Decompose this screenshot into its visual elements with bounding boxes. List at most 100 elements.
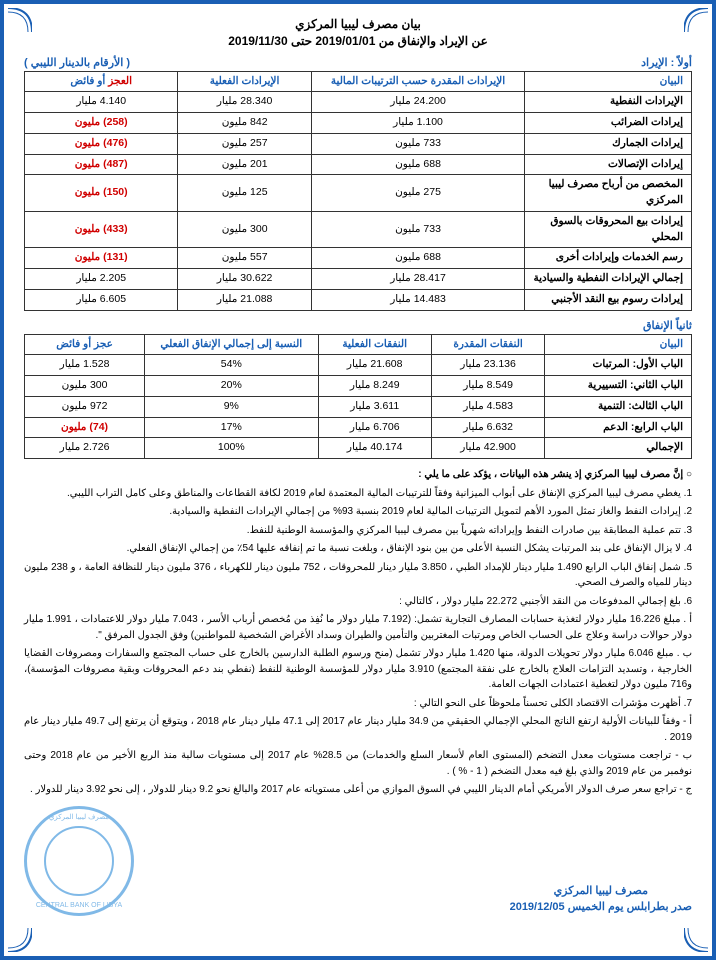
table-row: إيرادات الضرائب1.100 مليار842 مليون(258)… [25, 113, 692, 134]
revenue-table: البيانالإيرادات المقدرة حسب الترتيبات ال… [24, 71, 692, 311]
table-header: النفقات المقدرة [431, 334, 544, 355]
expend-title: ثانياً الإنفاق [643, 319, 692, 332]
table-cell: الباب الأول: المرتبات [545, 355, 692, 376]
table-cell: إجمالي الإيرادات النفطية والسيادية [525, 269, 692, 290]
corner-ornament [8, 928, 32, 952]
body-p6: 6. بلغ إجمالي المدفوعات من النقد الأجنبي… [24, 594, 692, 610]
table-cell: 2.726 مليار [25, 438, 145, 459]
table-header: الإيرادات المقدرة حسب الترتيبات المالية [311, 71, 524, 92]
table-cell: 257 مليون [178, 133, 311, 154]
table-cell: 17% [145, 417, 318, 438]
table-cell: (258) مليون [25, 113, 178, 134]
body-p2: 2. إيرادات النفط والغاز تمثل المورد الأه… [24, 504, 692, 520]
table-cell: 842 مليون [178, 113, 311, 134]
expend-section-header: ثانياً الإنفاق [24, 319, 692, 332]
table-cell: 201 مليون [178, 154, 311, 175]
body-p7a: أ - وفقاً للبيانات الأولية ارتفع الناتج … [24, 714, 692, 745]
table-cell: إيرادات الضرائب [525, 113, 692, 134]
footer-issued: صدر بطرابلس يوم الخميس 2019/12/05 [510, 899, 692, 916]
table-header: النفقات الفعلية [318, 334, 431, 355]
table-header: الإيرادات الفعلية [178, 71, 311, 92]
body-p6b: ب . مبلغ 6.046 مليار دولار تحويلات الدول… [24, 646, 692, 693]
table-cell: 688 مليون [311, 248, 524, 269]
table-cell: (433) مليون [25, 211, 178, 248]
table-cell: رسم الخدمات وإيرادات أخرى [525, 248, 692, 269]
table-row: الباب الثاني: التسييرية8.549 مليار8.249 … [25, 376, 692, 397]
body-p7c: ج - تراجع سعر صرف الدولار الأمريكي أمام … [24, 782, 692, 798]
header-line1: بيان مصرف ليبيا المركزي [24, 16, 692, 33]
table-cell: (131) مليون [25, 248, 178, 269]
revenue-title: أولاً : الإيراد [641, 56, 692, 69]
table-row: الإجمالي42.900 مليار40.174 مليار100%2.72… [25, 438, 692, 459]
table-row: الإيرادات النفطية24.200 مليار28.340 مليا… [25, 92, 692, 113]
body-p5: 5. شمل إنفاق الباب الرابع 1.490 مليار دي… [24, 560, 692, 591]
table-cell: الباب الثالث: التنمية [545, 396, 692, 417]
table-cell: 28.417 مليار [311, 269, 524, 290]
signature-block: مصرف ليبيا المركزي صدر بطرابلس يوم الخمي… [510, 883, 692, 916]
table-header: النسبة إلى إجمالي الإنفاق الفعلي [145, 334, 318, 355]
table-cell: 1.528 مليار [25, 355, 145, 376]
table-cell: الإجمالي [545, 438, 692, 459]
table-cell: 21.088 مليار [178, 289, 311, 310]
table-cell: 4.140 مليار [25, 92, 178, 113]
expend-table: البيانالنفقات المقدرةالنفقات الفعليةالنس… [24, 334, 692, 460]
table-row: إيرادات بيع المحروقات بالسوق المحلي733 م… [25, 211, 692, 248]
body-p4: 4. لا يزال الإنفاق على بند المرتبات يشكل… [24, 541, 692, 557]
table-cell: 125 مليون [178, 175, 311, 212]
table-cell: إيرادات رسوم بيع النقد الأجنبي [525, 289, 692, 310]
table-cell: 9% [145, 396, 318, 417]
table-row: إجمالي الإيرادات النفطية والسيادية28.417… [25, 269, 692, 290]
table-row: إيرادات الجمارك733 مليون257 مليون(476) م… [25, 133, 692, 154]
table-cell: (74) مليون [25, 417, 145, 438]
table-cell: 972 مليون [25, 396, 145, 417]
table-cell: إيرادات الجمارك [525, 133, 692, 154]
table-row: الباب الثالث: التنمية4.583 مليار3.611 مل… [25, 396, 692, 417]
table-row: إيرادات رسوم بيع النقد الأجنبي14.483 ملي… [25, 289, 692, 310]
table-cell: (150) مليون [25, 175, 178, 212]
table-cell: 557 مليون [178, 248, 311, 269]
table-row: الباب الأول: المرتبات23.136 مليار21.608 … [25, 355, 692, 376]
table-cell: 30.622 مليار [178, 269, 311, 290]
body-lead: ○ إنَّ مصرف ليبيا المركزي إذ ينشر هذه ال… [24, 467, 692, 483]
table-cell: 6.605 مليار [25, 289, 178, 310]
table-cell: إيرادات الإتصالات [525, 154, 692, 175]
table-cell: 20% [145, 376, 318, 397]
table-cell: 14.483 مليار [311, 289, 524, 310]
table-cell: إيرادات بيع المحروقات بالسوق المحلي [525, 211, 692, 248]
revenue-section-header: أولاً : الإيراد ( الأرقام بالدينار الليب… [24, 56, 692, 69]
body-text: ○ إنَّ مصرف ليبيا المركزي إذ ينشر هذه ال… [24, 467, 692, 798]
table-cell: 28.340 مليار [178, 92, 311, 113]
body-p3: 3. تتم عملية المطابقة بين صادرات النفط و… [24, 523, 692, 539]
table-cell: 40.174 مليار [318, 438, 431, 459]
table-header: العجز أو فائض [25, 71, 178, 92]
table-cell: الباب الرابع: الدعم [545, 417, 692, 438]
table-cell: المخصص من أرباح مصرف ليبيا المركزي [525, 175, 692, 212]
table-cell: (476) مليون [25, 133, 178, 154]
table-cell: 54% [145, 355, 318, 376]
table-cell: 2.205 مليار [25, 269, 178, 290]
table-header: البيان [545, 334, 692, 355]
table-cell: الباب الثاني: التسييرية [545, 376, 692, 397]
corner-ornament [684, 8, 708, 32]
table-cell: 3.611 مليار [318, 396, 431, 417]
table-row: الباب الرابع: الدعم6.632 مليار6.706 مليا… [25, 417, 692, 438]
table-cell: 6.706 مليار [318, 417, 431, 438]
table-row: المخصص من أرباح مصرف ليبيا المركزي275 مل… [25, 175, 692, 212]
table-cell: الإيرادات النفطية [525, 92, 692, 113]
table-cell: 23.136 مليار [431, 355, 544, 376]
document-page: بيان مصرف ليبيا المركزي عن الإيراد والإن… [0, 0, 716, 960]
footer-org: مصرف ليبيا المركزي [510, 883, 692, 900]
table-cell: 4.583 مليار [431, 396, 544, 417]
table-cell: 100% [145, 438, 318, 459]
table-cell: 8.249 مليار [318, 376, 431, 397]
table-cell: 8.549 مليار [431, 376, 544, 397]
table-cell: 6.632 مليار [431, 417, 544, 438]
table-header: عجز أو فائض [25, 334, 145, 355]
corner-ornament [684, 928, 708, 952]
table-cell: 1.100 مليار [311, 113, 524, 134]
table-cell: 24.200 مليار [311, 92, 524, 113]
table-cell: 21.608 مليار [318, 355, 431, 376]
table-cell: 275 مليون [311, 175, 524, 212]
footer: مصرف ليبيا المركزي صدر بطرابلس يوم الخمي… [24, 806, 692, 916]
body-p7b: ب - تراجعت مستويات معدل التضخم (المستوى … [24, 748, 692, 779]
